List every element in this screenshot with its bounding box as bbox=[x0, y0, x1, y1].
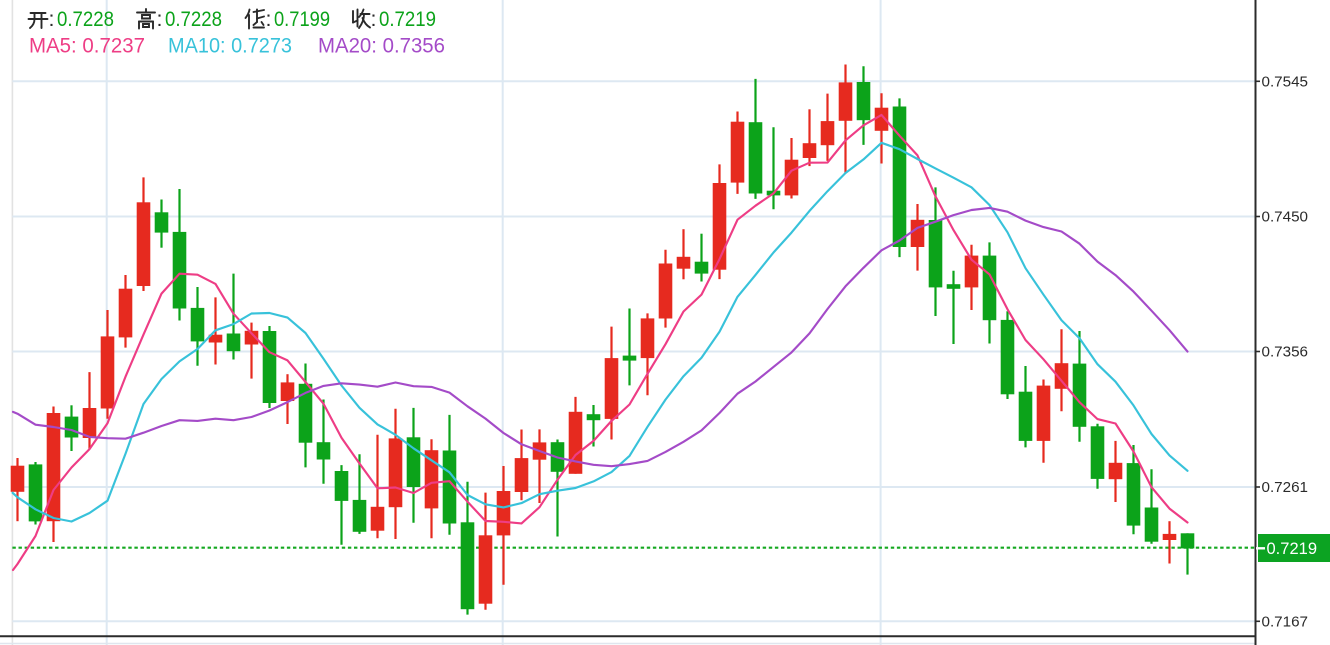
svg-text::: : bbox=[371, 7, 377, 31]
svg-text:0.7228: 0.7228 bbox=[165, 7, 222, 31]
svg-text:MA10: 0.7273: MA10: 0.7273 bbox=[168, 34, 292, 58]
svg-text::: : bbox=[49, 7, 55, 31]
svg-text:0.7199: 0.7199 bbox=[274, 7, 330, 31]
svg-text:0.7219: 0.7219 bbox=[1267, 539, 1318, 558]
svg-text:MA5: 0.7237: MA5: 0.7237 bbox=[29, 34, 145, 58]
svg-text:0.7261: 0.7261 bbox=[1262, 479, 1309, 496]
svg-text::: : bbox=[266, 7, 272, 31]
svg-text:0.7545: 0.7545 bbox=[1262, 74, 1309, 91]
svg-text:0.7356: 0.7356 bbox=[1262, 344, 1309, 361]
svg-text:0.7219: 0.7219 bbox=[379, 7, 436, 31]
svg-text:0.7450: 0.7450 bbox=[1262, 209, 1309, 226]
svg-text::: : bbox=[157, 7, 163, 31]
svg-text:0.7167: 0.7167 bbox=[1262, 614, 1309, 631]
svg-text:0.7228: 0.7228 bbox=[57, 7, 114, 31]
svg-text:MA20: 0.7356: MA20: 0.7356 bbox=[318, 34, 445, 58]
